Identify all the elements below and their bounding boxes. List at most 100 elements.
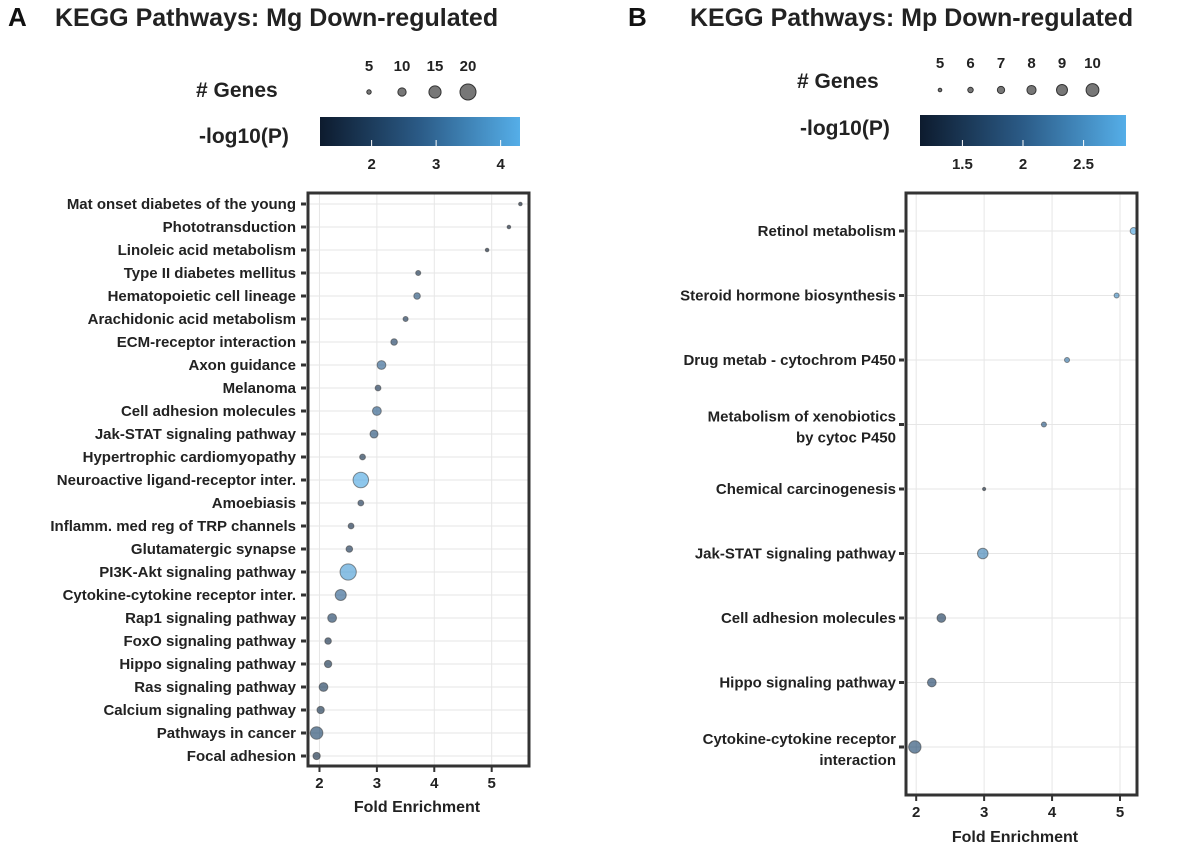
panel-a-category-label: Rap1 signaling pathway xyxy=(125,610,297,627)
panel-a-size-legend-dot xyxy=(459,83,477,101)
panel-a-x-axis-title: Fold Enrichment xyxy=(354,799,481,816)
panel-a-point-foxo-signaling-pathway xyxy=(324,637,332,645)
panel-b-size-legend-label: 10 xyxy=(1084,55,1101,72)
panel-a-xtick-label: 4 xyxy=(430,775,439,792)
panel-b-point-cytokine-cytokine-receptor-interaction xyxy=(908,740,922,754)
panel-a-category-label: Pathways in cancer xyxy=(157,725,296,742)
panel-b-category-label: Steroid hormone biosynthesis xyxy=(680,288,896,305)
panel-a-size-legend-dot xyxy=(428,85,442,99)
panel-a-category-label: Jak-STAT signaling pathway xyxy=(95,426,297,443)
panel-a-point-pathways-in-cancer xyxy=(309,726,324,740)
panel-a-header: A KEGG Pathways: Mg Down-regulated # Gen… xyxy=(8,2,520,173)
panel-a-category-label: Focal adhesion xyxy=(187,748,296,765)
panel-a-xtick-label: 5 xyxy=(488,775,496,792)
panel-a-point-axon-guidance xyxy=(376,360,387,370)
panel-a-category-label: Mat onset diabetes of the young xyxy=(67,196,296,213)
panel-a-category-label: Hypertrophic cardiomyopathy xyxy=(83,449,297,466)
panel-b-point-chemical-carcinogenesis xyxy=(982,486,987,492)
panel-a-colorbar-tick-label: 4 xyxy=(496,156,505,173)
panel-a-category-label: Cytokine-cytokine receptor inter. xyxy=(63,587,296,604)
panel-b-size-legend-label: 6 xyxy=(966,55,974,72)
panel-a-letter: A xyxy=(8,2,27,32)
panel-a-category-label: Linoleic acid metabolism xyxy=(118,242,296,259)
panel-a-point-linoleic-acid-metabolism xyxy=(484,247,490,253)
panel-a-size-legend-title: # Genes xyxy=(196,79,278,102)
panel-b-point-drug-metab-cytochrom-p450 xyxy=(1064,356,1071,364)
panel-a-point-amoebiasis xyxy=(357,499,365,507)
panel-a-point-mat-onset-diabetes-of-the-young xyxy=(518,201,523,207)
panel-a-title: KEGG Pathways: Mg Down-regulated xyxy=(55,4,498,32)
panel-b-category-label: Retinol metabolism xyxy=(758,223,896,240)
panel-b-size-legend-label: 9 xyxy=(1058,55,1066,72)
panel-a-size-legend-label: 5 xyxy=(365,58,373,75)
panel-a-point-cell-adhesion-molecules xyxy=(371,406,382,416)
panel-a-size-legend-dot xyxy=(397,87,407,97)
panel-b-colorbar-tick-label: 2 xyxy=(1019,156,1027,173)
panel-a-category-label: FoxO signaling pathway xyxy=(123,633,296,650)
panel-b-size-legend-label: 7 xyxy=(997,55,1005,72)
panel-a-colorbar xyxy=(320,117,520,146)
panel-b-colorbar-tick-label: 1.5 xyxy=(952,156,973,173)
panel-a-point-melanoma xyxy=(374,384,382,392)
panel-a-plot: Mat onset diabetes of the young Phototran… xyxy=(50,191,531,792)
panel-b-size-legend-label: 5 xyxy=(936,55,944,72)
panel-a-colorbar-tick-label: 2 xyxy=(367,156,375,173)
panel-b-size-legend-dot xyxy=(1026,84,1037,96)
panel-a-point-focal-adhesion xyxy=(312,751,321,761)
panel-b-size-legend: 5 6 7 8 9 10 xyxy=(936,55,1101,97)
panel-b-category-label: Chemical carcinogenesis xyxy=(716,481,896,498)
panel-a-color-legend-title: -log10(P) xyxy=(199,125,289,148)
panel-a-category-label: Melanoma xyxy=(223,380,297,397)
panel-a-point-glutamatergic-synapse xyxy=(345,545,354,553)
panel-b-x-axis-title: Fold Enrichment xyxy=(952,829,1079,845)
panel-a-category-label: Glutamatergic synapse xyxy=(131,541,296,558)
panel-b-size-legend-dot xyxy=(967,86,974,94)
panel-a-category-label: Cell adhesion molecules xyxy=(121,403,296,420)
panel-b-title: KEGG Pathways: Mp Down-regulated xyxy=(690,4,1133,32)
panel-b-color-legend-title: -log10(P) xyxy=(800,117,890,140)
panel-a-point-hippo-signaling-pathway xyxy=(323,659,333,669)
panel-b-point-steroid-hormone-biosynthesis xyxy=(1113,292,1120,299)
panel-b-size-legend-title: # Genes xyxy=(797,70,879,93)
panel-b-point-cell-adhesion-molecules xyxy=(936,613,947,623)
panel-a-point-hypertrophic-cardiomyopathy xyxy=(359,453,366,461)
panel-a-category-label: Phototransduction xyxy=(163,219,296,236)
panel-b-category-label: Hippo signaling pathway xyxy=(719,675,896,692)
panel-b-size-legend-dot xyxy=(996,85,1006,95)
panel-b-point-hippo-signaling-pathway xyxy=(926,677,937,688)
panel-a-category-label: PI3K-Akt signaling pathway xyxy=(99,564,296,581)
panel-a-point-arachidonic-acid-metabolism xyxy=(402,315,409,323)
panel-a-category-label: Axon guidance xyxy=(188,357,296,374)
panel-a-size-legend-dot xyxy=(366,89,372,95)
panel-a-category-label: Inflamm. med reg of TRP channels xyxy=(50,518,296,535)
panel-b-colorbar-tick-label: 2.5 xyxy=(1073,156,1094,173)
panel-b-xtick-label: 3 xyxy=(980,804,988,821)
panel-a-point-type-ii-diabetes-mellitus xyxy=(415,269,422,277)
panel-b-size-legend-label: 8 xyxy=(1027,55,1035,72)
panel-a-point-inflamm-med-reg-of-trp-channels xyxy=(347,522,355,530)
panel-a-colorbar-tick-label: 3 xyxy=(432,156,440,173)
panel-b-header: B KEGG Pathways: Mp Down-regulated # Gen… xyxy=(628,2,1133,173)
panel-a-point-hematopoietic-cell-lineage xyxy=(413,292,421,300)
panel-a-xtick-label: 3 xyxy=(373,775,381,792)
panel-b-plot: Retinol metabolism Steroid hormone biosyn… xyxy=(680,191,1139,821)
panel-b-category-label: Cytokine-cytokine receptor interaction xyxy=(703,731,897,769)
panel-b-point-metabolism-of-xenobiotics-by-cytoc-p450 xyxy=(1040,421,1047,428)
panel-b-xtick-label: 5 xyxy=(1116,804,1124,821)
panel-a-size-legend-label: 10 xyxy=(394,58,411,75)
panel-b-xtick-label: 4 xyxy=(1048,804,1057,821)
panel-b-size-legend-dot xyxy=(1056,84,1068,96)
panel-b-letter: B xyxy=(628,2,647,32)
panel-a-category-label: Arachidonic acid metabolism xyxy=(88,311,296,328)
panel-a-size-legend-label: 20 xyxy=(460,58,477,75)
panel-a-category-label: Type II diabetes mellitus xyxy=(124,265,296,282)
panel-a-point-ecm-receptor-interaction xyxy=(390,338,398,346)
panel-a-category-label: Hematopoietic cell lineage xyxy=(108,288,296,305)
panel-b-plot-frame xyxy=(904,191,1139,797)
panel-a-category-label: ECM-receptor interaction xyxy=(117,334,296,351)
panel-b-colorbar-ticks: 1.5 2 2.5 xyxy=(952,140,1094,173)
panel-a-category-label: Calcium signaling pathway xyxy=(103,702,296,719)
panel-a-point-neuroactive-ligand-receptor-inter xyxy=(352,471,370,489)
panel-a-point-ras-signaling-pathway xyxy=(318,682,329,692)
